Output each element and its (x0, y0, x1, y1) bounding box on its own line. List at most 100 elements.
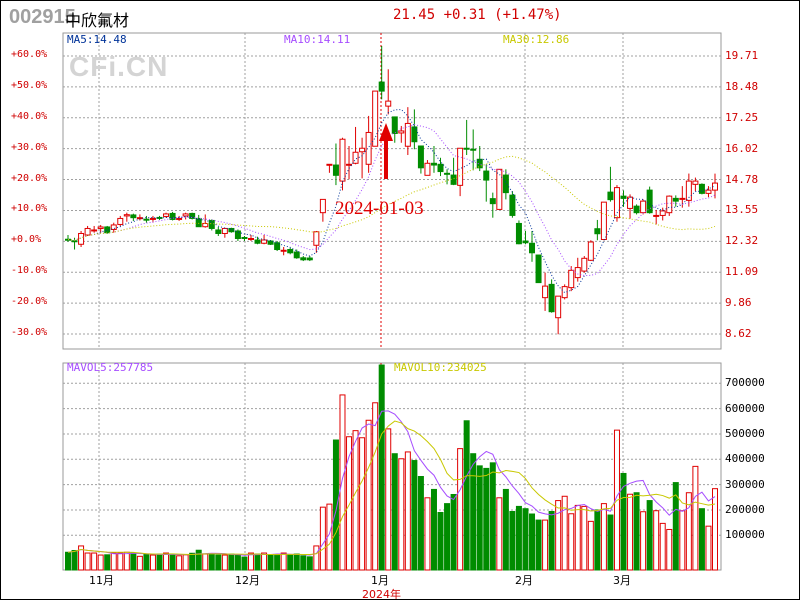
mavol10-legend: MAVOL10:234025 (394, 361, 487, 374)
right-axis-tick: 17.25 (725, 110, 759, 124)
volume-bar-down (450, 493, 457, 571)
candle-up (359, 147, 366, 153)
candle-down (189, 212, 196, 219)
volume-bar-up (542, 519, 549, 571)
candle-up (555, 295, 562, 319)
candle-up (679, 197, 686, 200)
candle-down (489, 198, 496, 205)
volume-bar-down (509, 510, 516, 571)
volume-bar-up (581, 505, 588, 571)
volume-bar-down (332, 439, 339, 571)
volume-bar-up (640, 511, 647, 571)
candle-up (574, 267, 581, 279)
volume-axis-tick: 200000 (725, 502, 765, 516)
x-axis-tick: 2月 (515, 574, 533, 587)
left-axis-tick: -20.0% (11, 296, 48, 308)
volume-bar-down (515, 505, 522, 571)
volume-bar-up (561, 495, 568, 571)
volume-bar-down (287, 554, 294, 571)
volume-bar-down (463, 420, 470, 571)
volume-bar-up (136, 555, 143, 571)
volume-bar-down (241, 556, 248, 571)
volume-bar-down (169, 554, 176, 571)
candle-up (326, 163, 333, 166)
right-axis-tick: 18.48 (725, 79, 759, 93)
candle-up (640, 200, 647, 214)
candle-up (587, 241, 594, 261)
volume-bar-up (319, 506, 326, 571)
volume-bar-down (594, 509, 601, 571)
candle-down (143, 218, 150, 221)
volume-bar-down (228, 553, 235, 571)
candle-up (600, 201, 607, 240)
volume-bar-up (424, 497, 431, 571)
volume-bar-up (404, 451, 411, 571)
left-axis-tick: +30.0% (11, 141, 48, 153)
candle-up (221, 227, 228, 234)
candle-down (522, 240, 529, 244)
candle-up (261, 239, 268, 244)
candle-down (306, 257, 313, 261)
volume-bar-up (600, 503, 607, 571)
volume-bar-up (346, 436, 353, 571)
candle-down (502, 174, 509, 194)
ma30-legend: MA30:12.86 (503, 33, 570, 46)
volume-axis-tick: 400000 (725, 452, 765, 466)
candle-up (496, 168, 503, 210)
candle-up (385, 100, 392, 107)
volume-bar-down (437, 511, 444, 571)
watermark-logo: CFi.CN (69, 51, 169, 82)
left-axis-tick: +10.0% (11, 203, 48, 215)
volume-bar-up (705, 525, 712, 571)
candle-down (169, 212, 176, 220)
candle-up (685, 180, 692, 201)
candle-down (332, 164, 339, 176)
candle-down (509, 194, 516, 216)
candle-up (613, 187, 620, 219)
candle-down (228, 227, 235, 233)
candle-down (548, 283, 555, 313)
candle-up (176, 217, 183, 220)
candle-down (378, 81, 385, 92)
left-axis-tick: -10.0% (11, 265, 48, 277)
candle-down (444, 172, 451, 175)
volume-bar-down (104, 554, 111, 571)
volume-bar-down (306, 556, 313, 571)
volume-bar-up (666, 528, 673, 571)
volume-bar-down (65, 551, 71, 571)
volume-bar-down (417, 476, 424, 571)
right-axis-tick: 19.71 (725, 49, 759, 62)
candle-up (313, 231, 320, 246)
volume-bar-up (555, 500, 562, 571)
candle-down (476, 158, 483, 169)
candle-up (659, 210, 666, 216)
candle-up (424, 162, 431, 176)
volume-bar-up (359, 437, 366, 571)
candle-up (110, 224, 117, 230)
volume-bar-up (692, 465, 699, 571)
candle-up (149, 217, 156, 220)
volume-bar-up (365, 419, 372, 571)
candle-up (457, 147, 464, 186)
right-axis-tick: 16.02 (725, 141, 759, 155)
volume-bar-up (97, 554, 104, 571)
volume-bar-down (529, 513, 536, 571)
mavol10-line (67, 420, 716, 556)
candle-down (594, 228, 601, 235)
candle-down (672, 197, 679, 202)
candle-down (607, 191, 614, 201)
volume-bar-up (385, 428, 392, 571)
candle-up (705, 189, 712, 194)
volume-bar-up (568, 513, 575, 571)
candle-down (287, 249, 294, 254)
volume-bar-down (548, 510, 555, 571)
volume-bar-down (293, 553, 300, 571)
volume-bar-down (483, 467, 490, 571)
candle-down (698, 183, 705, 194)
candle-down (633, 205, 640, 214)
left-axis-tick: +20.0% (11, 172, 48, 184)
mavol5-legend: MAVOL5:257785 (67, 361, 154, 374)
volume-bar-down (646, 500, 653, 571)
candle-down (535, 254, 542, 284)
